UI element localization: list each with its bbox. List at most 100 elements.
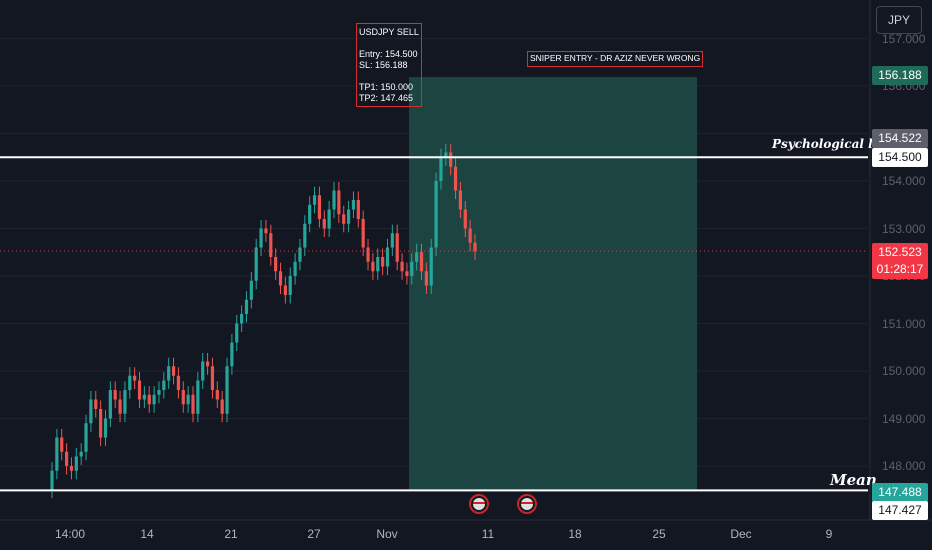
candles <box>50 143 477 499</box>
event-flag-icon[interactable] <box>469 494 489 514</box>
stop-price-label: 156.188 <box>872 66 928 85</box>
candle-body <box>99 409 103 438</box>
psych-level-price-label: 154.500 <box>872 148 928 167</box>
candle-body <box>298 247 302 262</box>
candle-body <box>181 390 185 405</box>
candle-body <box>123 390 127 414</box>
candle-body <box>240 314 244 324</box>
candle-body <box>94 399 98 409</box>
candle-body <box>458 190 463 210</box>
signal-tp1: TP1: 150.000 <box>359 82 414 92</box>
candle-body <box>254 247 258 281</box>
candle-body <box>278 271 283 286</box>
psychological-level-label: Psychological level <box>772 137 900 151</box>
candle-body <box>220 399 224 414</box>
candle-body <box>225 366 229 414</box>
signal-entry: Entry: 154.500 <box>359 49 418 59</box>
time-tick-label: 14 <box>140 527 154 541</box>
candle-body <box>152 394 156 405</box>
candle-body <box>312 195 317 205</box>
low-price-label: 147.427 <box>872 501 928 520</box>
candle-body <box>259 228 263 248</box>
candle-body <box>205 361 210 367</box>
candle-body <box>381 257 385 267</box>
candle-body <box>103 418 108 438</box>
candle-body <box>356 200 360 219</box>
signal-tp2: TP2: 147.465 <box>359 93 414 103</box>
candle-body <box>196 380 200 414</box>
candle-body <box>235 323 239 343</box>
candle-body <box>84 423 88 452</box>
candle-body <box>376 257 380 272</box>
candle-body <box>473 242 477 252</box>
candle-body <box>371 261 375 272</box>
candle-body <box>74 456 78 471</box>
candle-body <box>162 380 166 390</box>
candle-body <box>108 390 112 419</box>
banner-note[interactable]: SNIPER ENTRY - DR AZIZ NEVER WRONG <box>527 51 704 67</box>
candle-body <box>453 166 458 191</box>
candle-body <box>69 466 74 471</box>
candle-body <box>303 223 307 248</box>
candle-body <box>366 247 370 262</box>
candle-body <box>137 380 142 400</box>
short-position-zone[interactable] <box>409 77 697 492</box>
candle-body <box>322 219 326 229</box>
candle-body <box>327 209 331 229</box>
mean-level-price-label: 147.488 <box>872 483 928 502</box>
current-price-label: 152.523 <box>872 243 928 262</box>
candle-body <box>308 204 312 224</box>
candle-body <box>128 375 132 390</box>
candle-body <box>434 181 438 248</box>
candle-body <box>385 247 390 267</box>
currency-button[interactable]: JPY <box>876 6 922 34</box>
candle-body <box>210 366 215 390</box>
candle-body <box>463 209 467 229</box>
signal-box[interactable]: USDJPY SELL Entry: 154.500 SL: 156.188 T… <box>356 23 422 107</box>
candle-body <box>293 261 297 276</box>
candle-body <box>342 214 346 224</box>
time-tick-label: Dec <box>730 527 752 541</box>
time-tick-label: 11 <box>481 527 495 541</box>
candle-body <box>444 152 448 158</box>
candle-body <box>351 200 356 210</box>
candle-body <box>288 276 292 295</box>
candle-body <box>424 271 428 286</box>
candle-body <box>283 285 287 295</box>
price-tick-label: 154.000 <box>882 174 926 188</box>
candle-body <box>405 271 409 276</box>
candle-body <box>390 233 394 248</box>
candle-body <box>201 361 205 381</box>
candle-body <box>337 190 341 215</box>
candle-body <box>118 399 122 414</box>
candle-body <box>191 394 195 414</box>
candle-body <box>317 195 322 219</box>
event-flag-icon[interactable] <box>517 494 537 514</box>
candle-body <box>429 247 433 286</box>
time-tick-label: 9 <box>825 527 833 541</box>
candle-body <box>449 152 453 167</box>
candle-body <box>230 342 234 367</box>
candle-body <box>89 399 93 424</box>
time-tick-label: 14:00 <box>54 527 86 541</box>
candle-body <box>269 233 273 257</box>
candle-body <box>55 437 59 471</box>
candle-body <box>400 261 404 272</box>
candle-body <box>415 252 419 262</box>
candle-body <box>167 366 171 381</box>
price-tick-label: 148.000 <box>882 459 926 473</box>
time-tick-label: 27 <box>307 527 321 541</box>
time-tick-label: 18 <box>568 527 582 541</box>
candle-body <box>50 470 54 490</box>
candle-body <box>361 219 365 248</box>
mean-level-label: Mean <box>830 471 877 489</box>
countdown-label: 01:28:17 <box>872 260 928 279</box>
signal-title: USDJPY SELL <box>359 27 419 37</box>
candle-body <box>171 366 176 376</box>
candle-body <box>157 390 161 395</box>
candle-body <box>244 299 249 314</box>
candle-body <box>147 394 151 405</box>
candle-body <box>64 451 69 466</box>
candle-body <box>113 390 117 400</box>
